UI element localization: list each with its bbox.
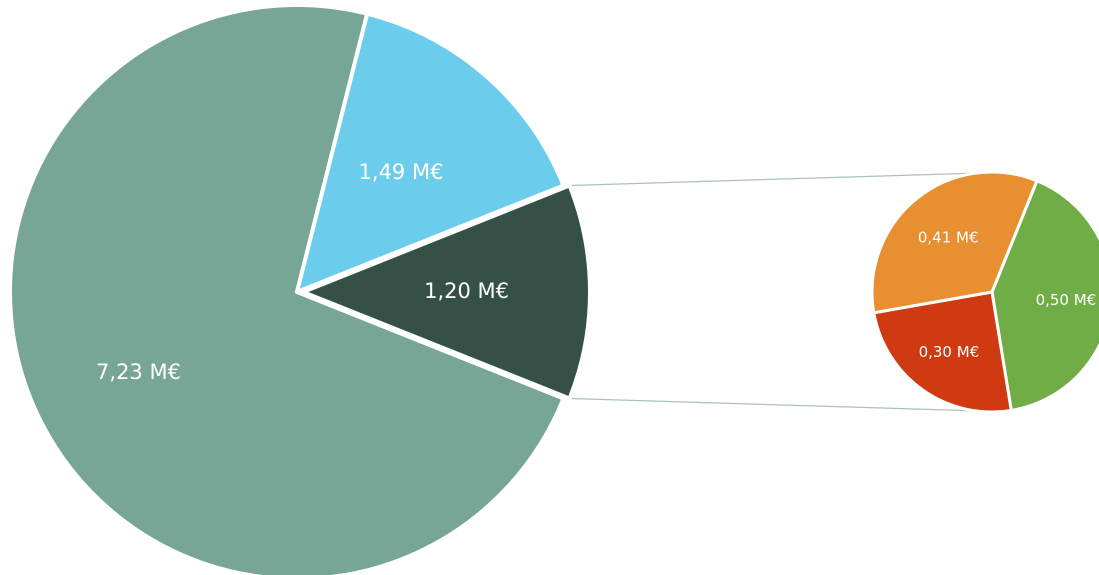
connector-line-bottom xyxy=(569,397,981,412)
connector-lines xyxy=(569,172,981,412)
breakout-pie-slice-0 xyxy=(990,179,1099,412)
main-pie-data-label-2: 1,20 M€ xyxy=(424,279,509,303)
main-pie-slice-2 xyxy=(301,183,592,401)
breakout-pie-data-label-2: 0,41 M€ xyxy=(918,228,979,246)
main-pie-slice-0 xyxy=(8,2,566,575)
breakout-pie-slice-1 xyxy=(872,290,1013,414)
main-pie-data-label-1: 1,49 M€ xyxy=(359,160,444,184)
main-pie-labels: 7,23 M€ 1,49 M€ 1,20 M€ xyxy=(96,160,509,384)
main-pie xyxy=(8,2,592,575)
breakout-pie xyxy=(870,170,1099,414)
main-pie-slice-1 xyxy=(295,11,566,294)
breakout-pie-data-label-1: 0,30 M€ xyxy=(919,343,980,361)
connector-line-top xyxy=(569,172,981,187)
breakout-pie-data-label-0: 0,50 M€ xyxy=(1036,291,1097,309)
breakout-pie-labels: 0,50 M€ 0,30 M€ 0,41 M€ xyxy=(918,228,1096,361)
breakout-pie-slice-2 xyxy=(870,170,1039,315)
main-pie-data-label-0: 7,23 M€ xyxy=(96,360,181,384)
